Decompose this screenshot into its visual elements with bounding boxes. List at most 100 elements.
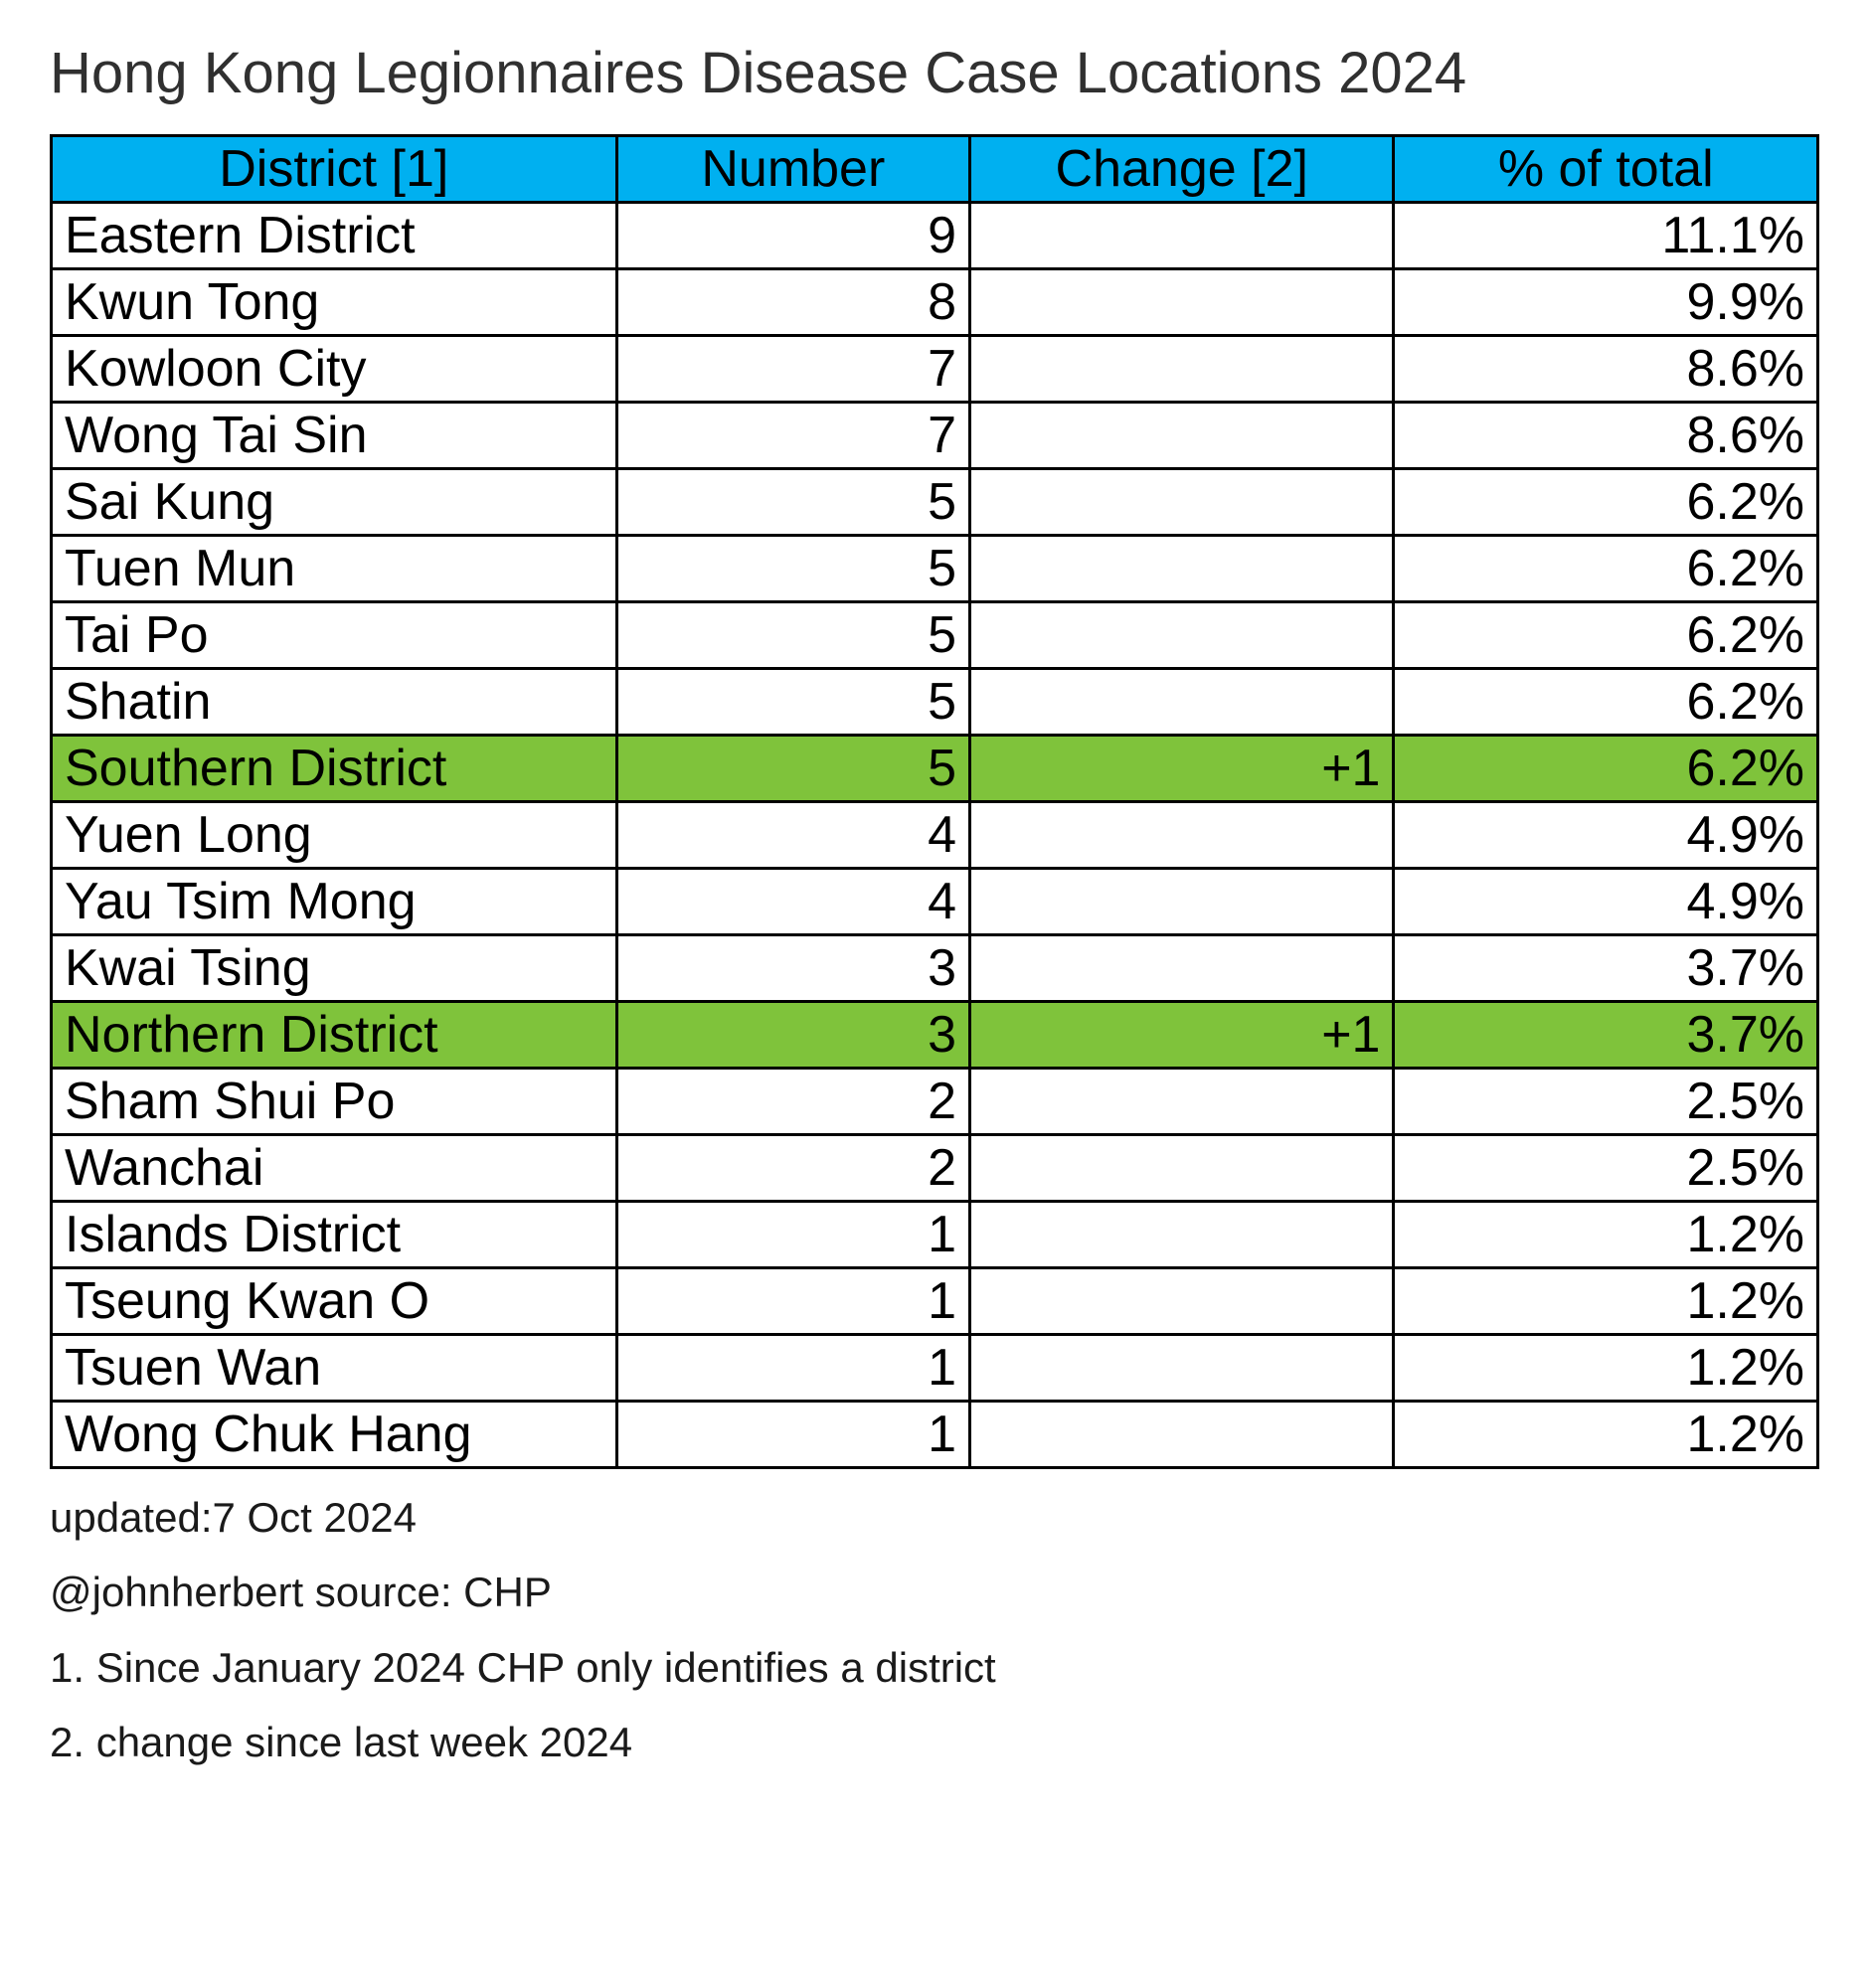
table-body: Eastern District911.1%Kwun Tong89.9%Kowl… xyxy=(52,203,1818,1468)
cell-district: Kwun Tong xyxy=(52,269,617,336)
cell-number: 2 xyxy=(616,1069,969,1135)
cell-number: 7 xyxy=(616,336,969,403)
cell-pct: 3.7% xyxy=(1394,1002,1818,1069)
cases-table: District [1]NumberChange [2]% of total E… xyxy=(50,134,1819,1469)
cell-pct: 6.2% xyxy=(1394,469,1818,536)
table-row: Wong Chuk Hang11.2% xyxy=(52,1402,1818,1468)
table-row: Yuen Long4 4.9% xyxy=(52,802,1818,869)
col-header-change: Change [2] xyxy=(970,136,1394,203)
table-row: Islands District1 1.2% xyxy=(52,1202,1818,1268)
cell-pct: 6.2% xyxy=(1394,602,1818,669)
cell-change xyxy=(970,336,1394,403)
cell-pct: 4.9% xyxy=(1394,802,1818,869)
cell-district: Wong Chuk Hang xyxy=(52,1402,617,1468)
cell-change xyxy=(970,469,1394,536)
cell-pct: 2.5% xyxy=(1394,1069,1818,1135)
cell-district: Wanchai xyxy=(52,1135,617,1202)
col-header-district: District [1] xyxy=(52,136,617,203)
cell-number: 5 xyxy=(616,536,969,602)
cell-pct: 4.9% xyxy=(1394,869,1818,935)
cell-change xyxy=(970,203,1394,269)
cell-pct: 2.5% xyxy=(1394,1135,1818,1202)
cell-number: 5 xyxy=(616,602,969,669)
cell-change xyxy=(970,602,1394,669)
footnotes: updated:7 Oct 2024 @johnherbert source: … xyxy=(50,1483,1822,1776)
cell-district: Islands District xyxy=(52,1202,617,1268)
col-header-pct: % of total xyxy=(1394,136,1818,203)
cell-change xyxy=(970,802,1394,869)
cell-change xyxy=(970,669,1394,736)
cell-district: Sai Kung xyxy=(52,469,617,536)
cell-number: 4 xyxy=(616,869,969,935)
cell-district: Tai Po xyxy=(52,602,617,669)
table-row: Tuen Mun5 6.2% xyxy=(52,536,1818,602)
cell-change xyxy=(970,1402,1394,1468)
cell-district: Yau Tsim Mong xyxy=(52,869,617,935)
cell-district: Sham Shui Po xyxy=(52,1069,617,1135)
footnote-1: 1. Since January 2024 CHP only identifie… xyxy=(50,1633,1822,1702)
cell-number: 9 xyxy=(616,203,969,269)
cell-change xyxy=(970,1202,1394,1268)
table-row: Tsuen Wan1 1.2% xyxy=(52,1335,1818,1402)
cell-pct: 8.6% xyxy=(1394,336,1818,403)
cell-district: Kowloon City xyxy=(52,336,617,403)
cell-district: Yuen Long xyxy=(52,802,617,869)
table-row: Wong Tai Sin78.6% xyxy=(52,403,1818,469)
cell-district: Northern District xyxy=(52,1002,617,1069)
cell-number: 1 xyxy=(616,1402,969,1468)
cell-change xyxy=(970,536,1394,602)
cell-change xyxy=(970,935,1394,1002)
cell-change xyxy=(970,1268,1394,1335)
cell-district: Eastern District xyxy=(52,203,617,269)
cell-number: 3 xyxy=(616,935,969,1002)
cell-number: 4 xyxy=(616,802,969,869)
cell-pct: 11.1% xyxy=(1394,203,1818,269)
cell-number: 8 xyxy=(616,269,969,336)
cell-district: Tuen Mun xyxy=(52,536,617,602)
cell-pct: 8.6% xyxy=(1394,403,1818,469)
cell-change xyxy=(970,269,1394,336)
cell-district: Shatin xyxy=(52,669,617,736)
cell-district: Southern District xyxy=(52,736,617,802)
cell-number: 5 xyxy=(616,736,969,802)
page-title: Hong Kong Legionnaires Disease Case Loca… xyxy=(50,40,1822,106)
cell-number: 1 xyxy=(616,1268,969,1335)
cell-change xyxy=(970,1069,1394,1135)
cell-change: +1 xyxy=(970,736,1394,802)
table-row: Shatin5 6.2% xyxy=(52,669,1818,736)
cell-change xyxy=(970,403,1394,469)
cell-district: Tseung Kwan O xyxy=(52,1268,617,1335)
table-row: Kwun Tong8 9.9% xyxy=(52,269,1818,336)
cell-pct: 9.9% xyxy=(1394,269,1818,336)
cell-pct: 6.2% xyxy=(1394,736,1818,802)
table-row: Kwai Tsing33.7% xyxy=(52,935,1818,1002)
cell-pct: 1.2% xyxy=(1394,1268,1818,1335)
table-row: Southern District5+16.2% xyxy=(52,736,1818,802)
table-header-row: District [1]NumberChange [2]% of total xyxy=(52,136,1818,203)
cell-district: Wong Tai Sin xyxy=(52,403,617,469)
table-row: Northern District3+13.7% xyxy=(52,1002,1818,1069)
table-row: Tseung Kwan O1 1.2% xyxy=(52,1268,1818,1335)
footnote-source: @johnherbert source: CHP xyxy=(50,1558,1822,1626)
cell-pct: 6.2% xyxy=(1394,669,1818,736)
table-row: Sham Shui Po2 2.5% xyxy=(52,1069,1818,1135)
cell-pct: 1.2% xyxy=(1394,1335,1818,1402)
cell-number: 1 xyxy=(616,1202,969,1268)
table-head: District [1]NumberChange [2]% of total xyxy=(52,136,1818,203)
cell-change xyxy=(970,1335,1394,1402)
cell-change: +1 xyxy=(970,1002,1394,1069)
table-row: Eastern District9 11.1% xyxy=(52,203,1818,269)
cell-number: 5 xyxy=(616,669,969,736)
cell-pct: 6.2% xyxy=(1394,536,1818,602)
cell-number: 5 xyxy=(616,469,969,536)
table-row: Tai Po5 6.2% xyxy=(52,602,1818,669)
cell-change xyxy=(970,1135,1394,1202)
cell-pct: 1.2% xyxy=(1394,1202,1818,1268)
cell-district: Tsuen Wan xyxy=(52,1335,617,1402)
cell-change xyxy=(970,869,1394,935)
col-header-number: Number xyxy=(616,136,969,203)
table-row: Kowloon City7 8.6% xyxy=(52,336,1818,403)
table-row: Sai Kung5 6.2% xyxy=(52,469,1818,536)
cell-number: 1 xyxy=(616,1335,969,1402)
table-row: Wanchai22.5% xyxy=(52,1135,1818,1202)
